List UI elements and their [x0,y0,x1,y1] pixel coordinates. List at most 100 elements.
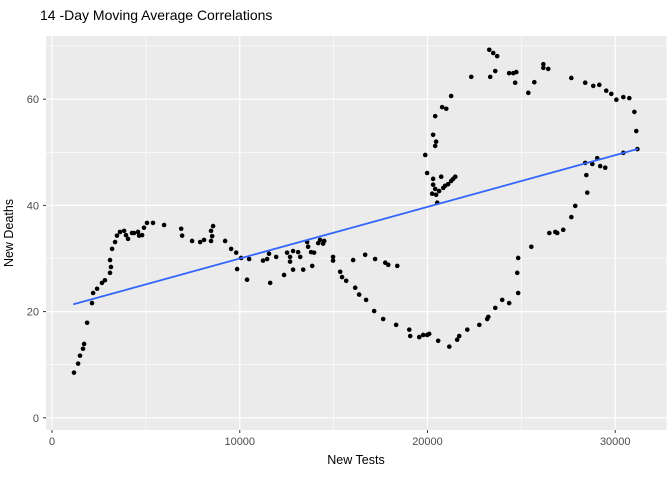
data-point [597,163,603,169]
data-point [90,290,96,296]
data-point [290,248,296,254]
data-point [209,233,215,239]
data-point [621,94,626,100]
data-point [380,316,386,322]
data-point [487,74,493,80]
data-point [529,244,534,250]
data-point [486,314,491,320]
data-point [343,278,349,284]
data-point [102,277,108,283]
y-tick-label: 20 [27,307,39,319]
data-point [590,83,596,89]
data-point [506,300,512,306]
data-point [284,250,290,255]
data-point [433,139,439,144]
data-point [614,97,619,103]
data-point [514,69,519,75]
data-point [309,263,315,269]
tick-marks [43,98,616,433]
data-point [287,254,293,260]
data-point [144,220,150,226]
data-point [432,186,438,192]
data-point [371,308,377,314]
data-point [430,132,436,138]
data-point [448,93,454,99]
data-point [233,250,239,255]
data-point [121,228,127,234]
x-tick-labels: 0 10000 20000 30000 [49,436,631,448]
data-point [321,238,327,244]
data-point [420,332,426,338]
data-point [514,270,520,276]
data-point [266,251,272,257]
data-point [114,233,120,238]
data-point [297,254,303,260]
data-point [273,254,279,260]
data-point [499,297,505,303]
data-point [300,267,306,272]
data-point [512,80,518,86]
data-point [317,237,323,243]
x-tick-label: 0 [49,436,55,448]
chart-title: 14 -Day Moving Average Correlations [40,7,273,23]
data-point [436,188,442,194]
data-point [81,341,87,347]
data-point [135,229,141,235]
data-point [197,239,203,245]
data-point [330,258,336,263]
data-point [438,174,444,180]
data-point [77,353,83,358]
data-point [352,285,358,290]
x-axis-title: New Tests [327,453,385,467]
panel-background [46,36,667,430]
data-point [208,238,214,244]
data-point [393,322,399,328]
data-point [468,74,474,80]
data-point [443,106,449,112]
data-point [439,104,445,110]
data-point [486,47,492,53]
data-point [465,327,470,332]
data-point [108,264,114,270]
data-point [490,50,496,56]
data-point [456,333,462,339]
data-point [394,263,400,269]
data-point [112,239,118,245]
data-point [356,292,362,297]
data-point [246,256,252,262]
data-point [260,258,266,263]
data-point [515,290,521,296]
data-point [311,250,317,255]
data-point [494,53,500,59]
data-point [287,259,293,264]
data-point [150,220,156,226]
data-point [582,80,588,86]
data-point [422,152,428,158]
trend-line [73,148,639,306]
data-point [339,274,345,280]
data-point [515,255,521,261]
data-point [99,280,105,286]
data-point [406,327,412,332]
data-point [107,270,113,276]
data-point [363,297,369,303]
data-point [71,370,77,375]
data-point [446,344,452,349]
data-point [305,244,311,250]
data-point [492,305,498,311]
data-point [435,338,441,344]
data-point [94,286,100,292]
data-point [210,223,216,229]
data-point [281,272,287,278]
data-point [560,227,566,233]
data-point [432,143,438,149]
data-point [554,230,560,236]
data-point [107,257,113,263]
data-point [80,346,86,352]
data-point [75,361,81,366]
data-point [139,232,145,238]
data-point [123,232,129,238]
data-point [350,257,356,263]
